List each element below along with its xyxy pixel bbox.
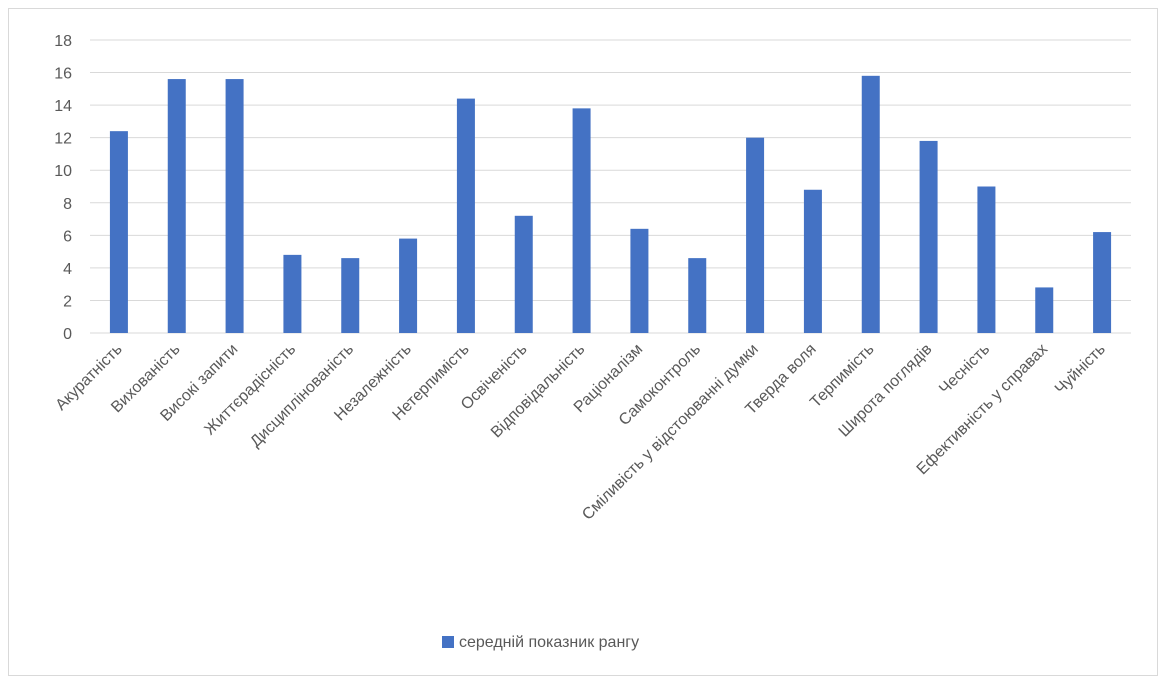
y-tick-label: 8 xyxy=(63,196,72,213)
bar xyxy=(399,238,418,333)
y-tick-label: 10 xyxy=(54,163,72,180)
bar xyxy=(861,75,880,334)
y-tick-label: 4 xyxy=(63,261,72,278)
bar xyxy=(746,137,765,333)
legend-label: середній показник рангу xyxy=(459,634,639,651)
bar xyxy=(1035,287,1054,333)
bar xyxy=(225,79,244,333)
bars xyxy=(109,75,1112,334)
x-category-label: Чуйність xyxy=(1052,341,1109,398)
y-tick-label: 0 xyxy=(63,326,72,343)
grid-layer xyxy=(90,39,1131,334)
x-category-label: Дисциплінованість xyxy=(247,341,357,451)
bar xyxy=(1093,232,1112,333)
bar xyxy=(630,228,649,333)
y-tick-label: 16 xyxy=(54,66,72,83)
bar xyxy=(919,140,938,333)
y-tick-label: 12 xyxy=(54,131,72,148)
legend-swatch xyxy=(442,636,454,648)
bar xyxy=(514,215,533,333)
bar xyxy=(572,108,591,333)
bar xyxy=(977,186,996,333)
bar xyxy=(109,131,128,333)
y-tick-label: 6 xyxy=(63,228,72,245)
bar xyxy=(456,98,475,333)
y-tick-label: 14 xyxy=(54,98,72,115)
bar xyxy=(341,258,360,333)
bar xyxy=(803,189,822,333)
y-axis-ticks: 0 2 4 6 8 10 12 14 16 18 xyxy=(54,33,72,343)
y-tick-label: 2 xyxy=(63,293,72,310)
x-category-label: Чесність xyxy=(936,341,993,398)
y-tick-label: 18 xyxy=(54,33,72,50)
bar xyxy=(167,79,186,333)
bar xyxy=(283,254,302,333)
bar xyxy=(688,258,707,333)
legend: середній показник рангу xyxy=(442,634,639,651)
